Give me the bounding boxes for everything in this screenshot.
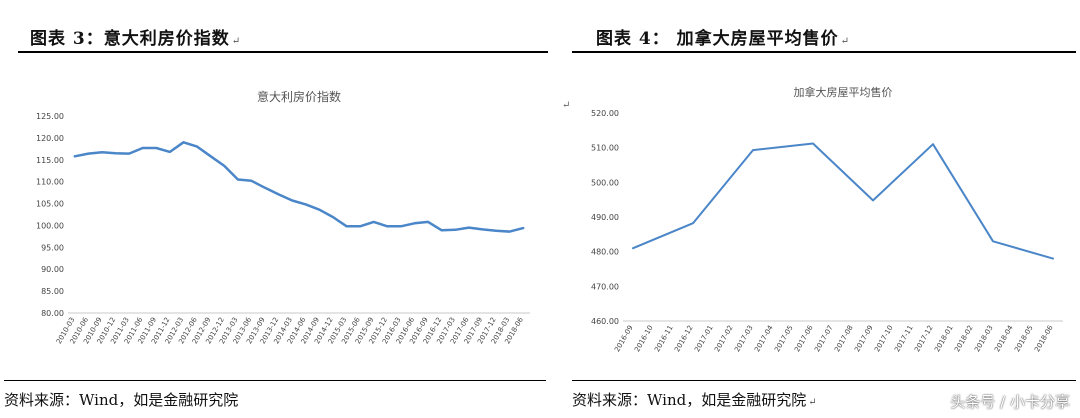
canada-chart-title: 加拿大房屋平均售价 <box>794 85 893 99</box>
canada-x-tick-label: 2017-10 <box>873 324 895 353</box>
canada-y-tick-label: 490.00 <box>591 213 619 222</box>
canada-x-tick-label: 2018-01 <box>933 324 955 353</box>
italy-y-tick-label: 125.00 <box>36 112 64 121</box>
left-figure-title: 图表 3：意大利房价指数 ↵ <box>30 24 241 49</box>
canada-x-tick-label: 2017-12 <box>913 324 935 353</box>
italy-y-tick-label: 90.00 <box>41 265 64 274</box>
canada-x-tick-label: 2017-07 <box>813 324 835 353</box>
canada-x-tick-label: 2017-01 <box>693 324 715 353</box>
canada-y-tick-label: 480.00 <box>591 248 619 257</box>
right-figure-title: 图表 4： 加拿大房屋平均售价 ↵ <box>596 24 850 49</box>
italy-y-tick-label: 95.00 <box>41 243 64 252</box>
right-bottom-rule <box>572 380 1076 381</box>
paragraph-mark-icon: ↵ <box>808 397 817 408</box>
canada-x-tick-label: 2017-04 <box>753 324 775 354</box>
canada-y-tick-label: 510.00 <box>591 144 619 153</box>
right-source-note: 资料来源：Wind，如是金融研究院 ↵ <box>572 389 817 410</box>
canada-x-tick-label: 2016-10 <box>633 324 655 353</box>
italy-chart-title: 意大利房价指数 <box>257 89 341 104</box>
canada-x-tick-label: 2017-02 <box>713 324 735 353</box>
italy-series-line <box>73 141 525 233</box>
paragraph-mark-icon: ↵ <box>562 100 571 111</box>
canada-x-tick-label: 2018-06 <box>1033 324 1055 354</box>
canada-x-tick-label: 2018-05 <box>1013 324 1035 353</box>
italy-y-tick-label: 105.00 <box>36 200 64 209</box>
canada-x-tick-label: 2017-03 <box>733 324 755 353</box>
italy-y-tick-label: 120.00 <box>36 134 64 143</box>
canada-x-tick-label: 2017-05 <box>773 324 795 353</box>
italy-house-price-chart: 意大利房价指数 80.00 85.00 90.00 95.00 100.00 105.00 1… <box>36 89 530 345</box>
canada-x-tick-label: 2018-04 <box>993 324 1015 354</box>
left-bottom-rule <box>4 380 546 381</box>
canada-y-tick-label: 500.00 <box>591 178 619 187</box>
watermark: 头条号 / 小卡分享 <box>950 393 1070 411</box>
italy-y-tick-label: 115.00 <box>36 156 64 165</box>
canada-x-tick-label: 2016-11 <box>653 324 675 353</box>
right-figure-panel: 图表 4： 加拿大房屋平均售价 ↵ 加拿大房屋平均售价 460.00 470.00 48… <box>568 0 1080 418</box>
canada-y-tick-label: 470.00 <box>591 282 619 291</box>
canada-y-tick-label: 460.00 <box>591 317 619 326</box>
paragraph-mark-icon: ↵ <box>231 36 242 47</box>
canada-series-line <box>632 142 1054 260</box>
canada-avg-price-chart: 加拿大房屋平均售价 460.00 470.00 480.00 490.00 500.00 5… <box>591 85 1063 354</box>
left-title-rule <box>18 51 548 53</box>
canada-x-tick-label: 2016-12 <box>673 324 695 353</box>
canada-x-tick-label: 2016-09 <box>613 324 635 353</box>
italy-y-tick-label: 85.00 <box>41 287 64 296</box>
italy-y-tick-label: 100.00 <box>36 221 64 230</box>
canada-y-tick-label: 520.00 <box>591 109 619 118</box>
canada-x-tick-label: 2018-03 <box>973 324 995 353</box>
canada-x-tick-label: 2017-11 <box>893 324 915 353</box>
canada-x-tick-label: 2018-02 <box>953 324 975 353</box>
right-figure-title-text: 图表 4： 加拿大房屋平均售价 <box>596 29 839 49</box>
left-source-note: 资料来源：Wind，如是金融研究院 <box>4 391 239 409</box>
left-figure-panel: 图表 3：意大利房价指数 ↵ 意大利房价指数 80.00 85.00 90.00 95.0… <box>4 24 548 409</box>
right-source-text: 资料来源：Wind，如是金融研究院 <box>572 391 807 409</box>
canada-x-tick-label: 2017-06 <box>793 324 815 354</box>
canada-x-tick-label: 2017-08 <box>833 324 855 353</box>
canada-x-tick-label: 2017-09 <box>853 324 875 353</box>
right-title-rule <box>572 51 1076 53</box>
italy-y-tick-label: 110.00 <box>36 178 64 187</box>
paragraph-mark-icon: ↵ <box>840 36 851 47</box>
italy-y-tick-label: 80.00 <box>41 309 64 318</box>
left-figure-title-text: 图表 3：意大利房价指数 <box>30 29 230 49</box>
